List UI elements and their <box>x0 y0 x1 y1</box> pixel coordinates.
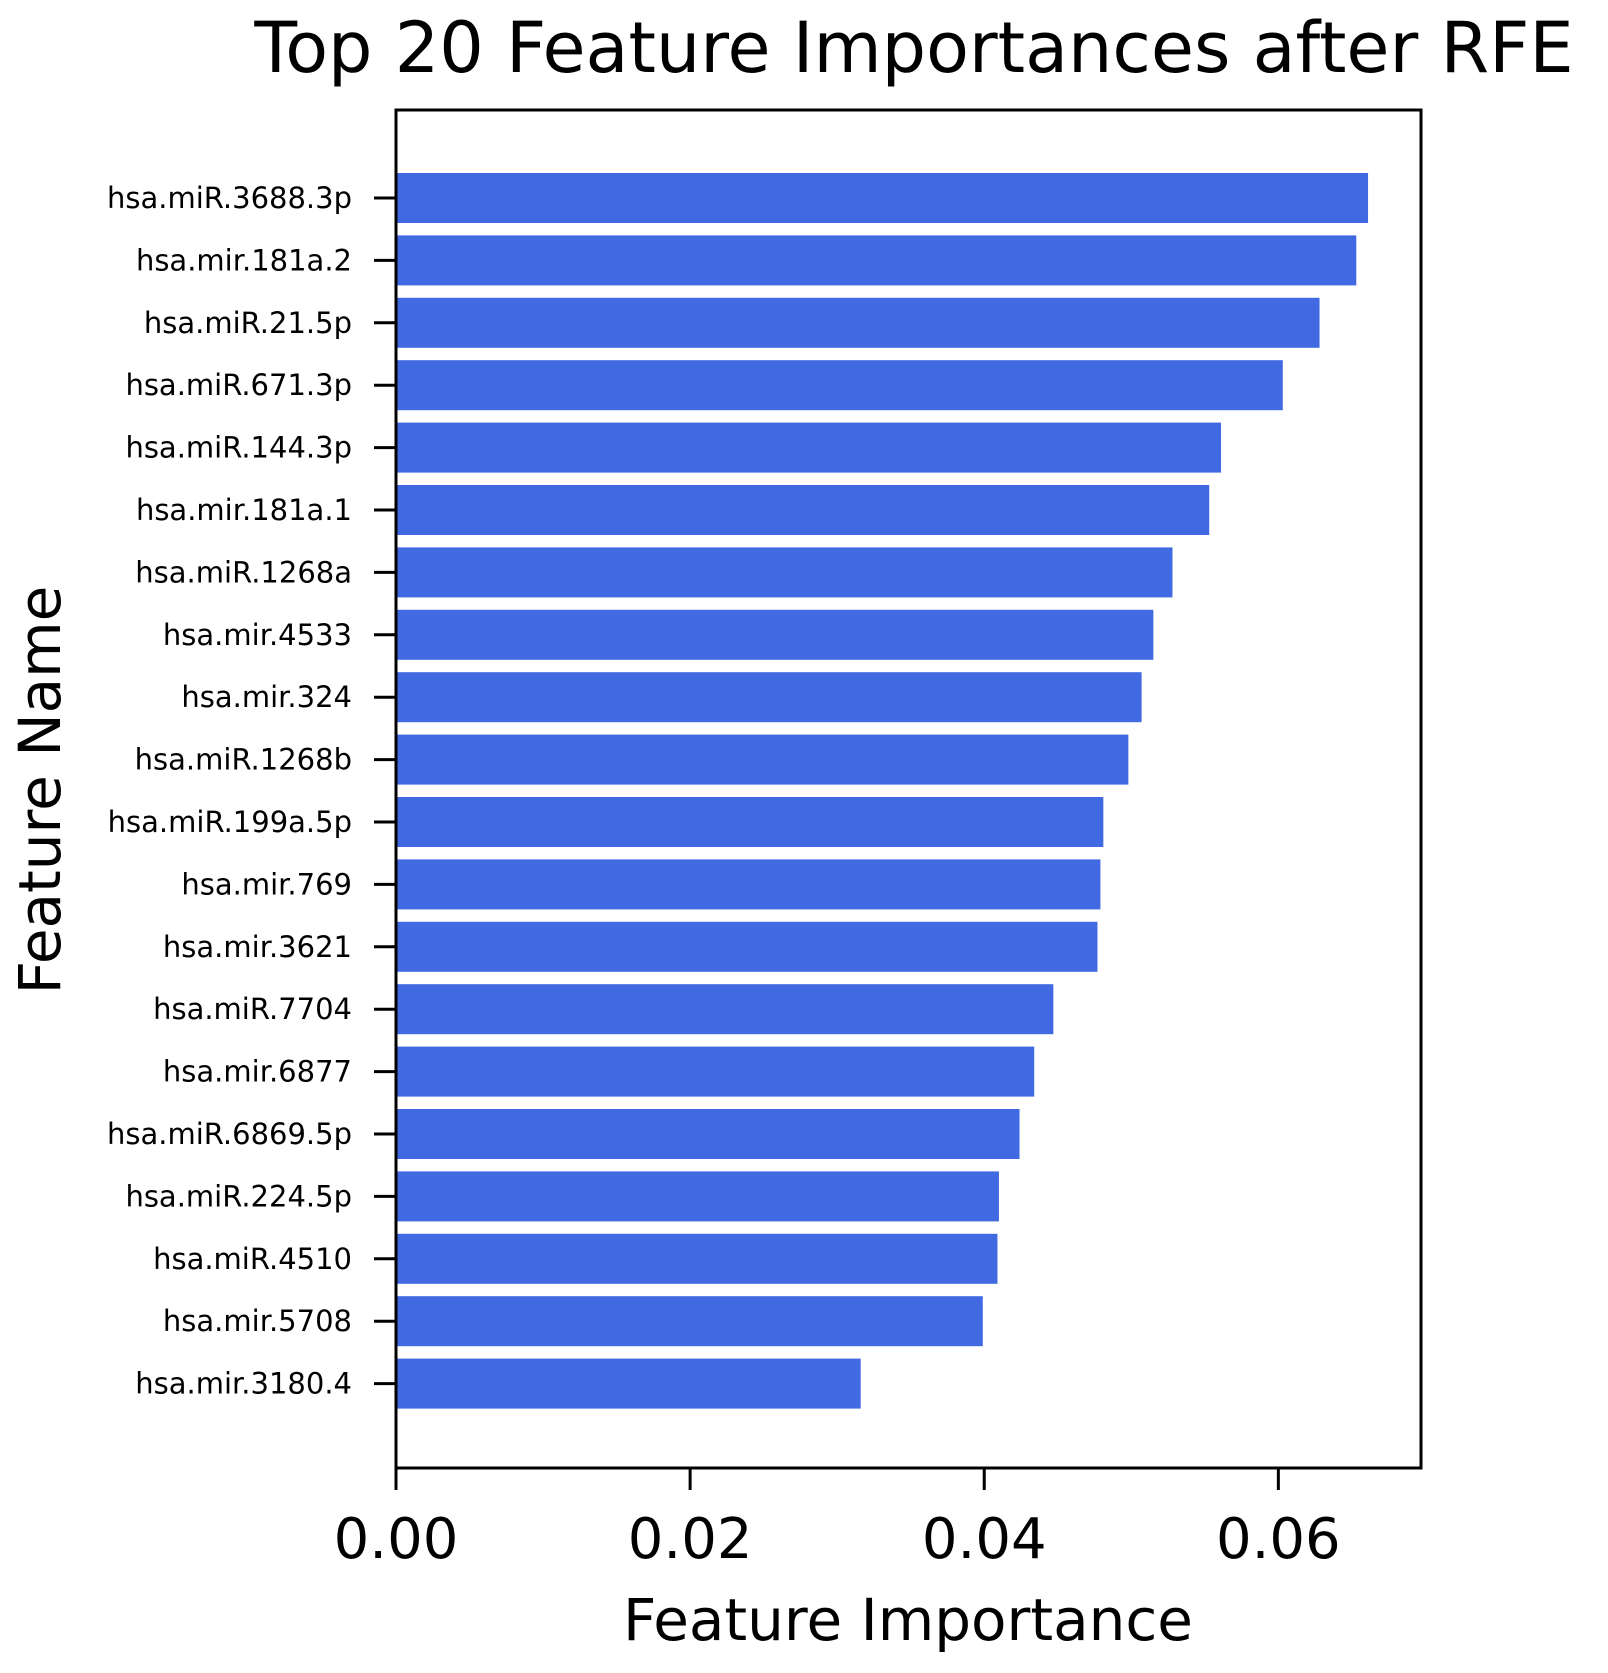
x-tick-label: 0.00 <box>334 1507 459 1572</box>
y-tick-label: hsa.mir.769 <box>181 867 352 901</box>
y-tick-label: hsa.miR.144.3p <box>125 431 352 465</box>
x-axis-label: Feature Importance <box>623 1586 1193 1654</box>
y-tick-label: hsa.mir.3621 <box>163 930 352 964</box>
bar <box>396 547 1173 598</box>
bar <box>396 734 1129 785</box>
y-tick-label: hsa.mir.181a.1 <box>136 493 352 527</box>
bar <box>396 360 1283 411</box>
y-tick-label: hsa.miR.21.5p <box>144 306 352 340</box>
y-tick-label: hsa.miR.7704 <box>153 992 352 1026</box>
y-tick-label: hsa.miR.199a.5p <box>108 805 352 839</box>
y-tick-label: hsa.mir.4533 <box>163 618 352 652</box>
x-tick-label: 0.04 <box>922 1507 1047 1572</box>
chart-title: Top 20 Feature Importances after RFE <box>253 7 1573 89</box>
y-tick-label: hsa.mir.3180.4 <box>135 1367 352 1401</box>
bar <box>396 797 1104 847</box>
y-tick-label: hsa.miR.3688.3p <box>107 181 352 215</box>
bar <box>396 1046 1035 1097</box>
y-axis-label: Feature Name <box>6 586 74 995</box>
bar <box>396 173 1369 223</box>
x-tick-label: 0.02 <box>628 1507 753 1572</box>
bar <box>396 1171 999 1222</box>
bar <box>396 485 1210 535</box>
bar <box>396 235 1357 286</box>
bar <box>396 1233 998 1284</box>
y-tick-label: hsa.miR.6869.5p <box>107 1117 352 1151</box>
y-tick-label: hsa.miR.224.5p <box>125 1179 352 1213</box>
x-tick-label: 0.06 <box>1216 1507 1341 1572</box>
x-axis: 0.00 0.02 0.04 0.06 <box>334 1468 1341 1572</box>
bar <box>396 297 1320 348</box>
plot-frame <box>394 108 1423 1470</box>
y-tick-label: hsa.mir.5708 <box>163 1304 352 1338</box>
bar <box>396 609 1154 660</box>
y-tick-label: hsa.miR.671.3p <box>125 368 352 402</box>
y-tick-label: hsa.mir.6877 <box>163 1055 352 1089</box>
y-tick-label: hsa.miR.1268a <box>135 555 352 589</box>
bar <box>396 1358 861 1409</box>
bar <box>396 1296 983 1347</box>
bar <box>396 672 1142 723</box>
bars-layer <box>396 173 1369 1409</box>
y-tick-label: hsa.mir.181a.2 <box>136 243 352 277</box>
y-tick-label: hsa.miR.4510 <box>153 1242 352 1276</box>
bar <box>396 859 1101 910</box>
bar <box>396 1109 1020 1159</box>
y-axis: hsa.miR.3688.3p hsa.mir.181a.2 hsa.miR.21.… <box>107 181 396 1401</box>
bar <box>396 422 1221 473</box>
y-tick-label: hsa.miR.1268b <box>135 743 352 777</box>
bar <box>396 921 1098 972</box>
y-tick-label: hsa.mir.324 <box>181 680 352 714</box>
bar <box>396 984 1054 1035</box>
